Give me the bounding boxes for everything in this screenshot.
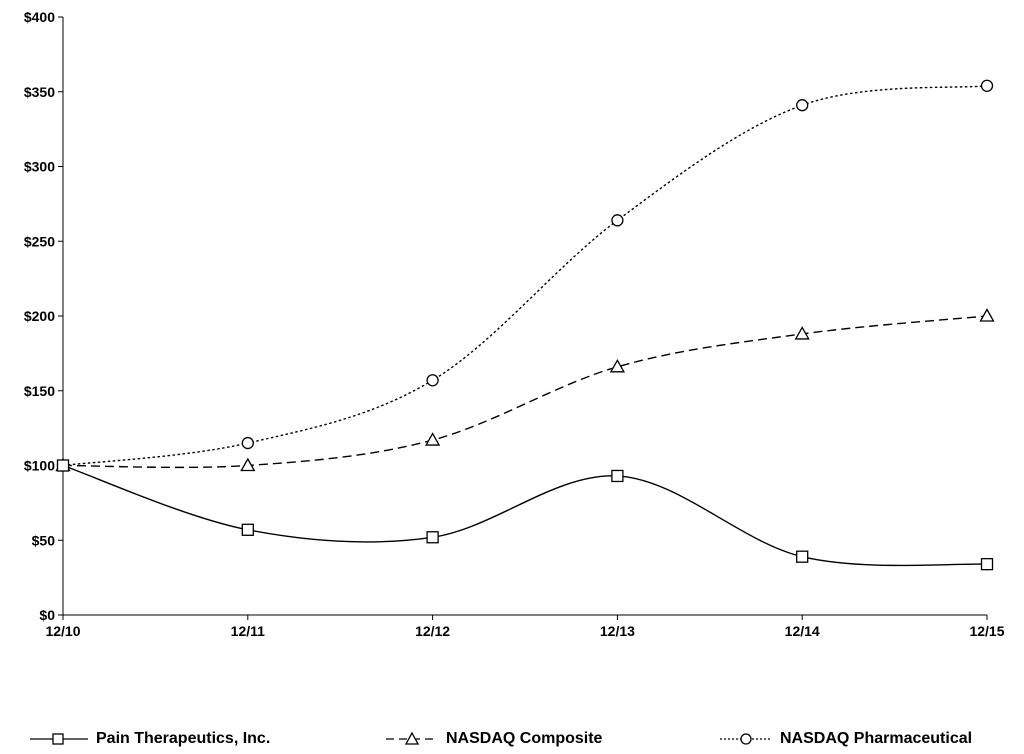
series-layer: [55, 79, 995, 571]
series-line: [62, 315, 988, 469]
square-marker: [980, 558, 994, 571]
triangle-marker: [794, 326, 810, 340]
legend-swatch-square-solid: [30, 733, 88, 745]
x-tick-label: 12/15: [969, 623, 1004, 639]
series-nasdaq-composite: [55, 308, 995, 472]
circle-marker: [980, 79, 994, 92]
x-tick-label: 12/13: [600, 623, 635, 639]
legend-label: NASDAQ Pharmaceutical: [780, 730, 973, 747]
triangle-marker: [979, 308, 995, 322]
y-tick-label: $200: [24, 308, 55, 324]
y-tick-label: $350: [24, 84, 55, 100]
triangle-marker: [609, 359, 626, 373]
y-tick-label: $50: [32, 532, 56, 548]
circle-marker: [796, 99, 809, 112]
series-line: [62, 464, 988, 567]
triangle-marker: [424, 432, 441, 446]
square-marker: [611, 469, 624, 483]
x-tick-label: 12/11: [231, 623, 265, 639]
series-line: [62, 85, 988, 467]
y-tick-label: $400: [24, 9, 55, 25]
square-marker: [241, 523, 254, 536]
legend-item-nasdaq-pharmaceutical: NASDAQ Pharmaceutical: [718, 726, 972, 752]
triangle-marker: [240, 457, 256, 472]
y-tick-label: $0: [39, 607, 55, 623]
square-marker: [796, 550, 809, 563]
legend-swatch-triangle-dashed: [386, 731, 438, 745]
x-tick-label: 12/14: [785, 623, 820, 639]
legend: Pain Therapeutics, Inc. NASDAQ Composite…: [0, 726, 1024, 754]
y-tick-label: $250: [24, 233, 55, 249]
y-tick-label: $150: [24, 383, 55, 399]
legend-swatch-circle-dotted: [720, 733, 772, 745]
y-tick-label: $300: [24, 159, 55, 175]
series-nasdaq-pharmaceutical: [56, 79, 994, 472]
square-marker: [426, 531, 439, 544]
y-tick-label: $100: [24, 458, 55, 474]
legend-item-nasdaq-composite: NASDAQ Composite: [384, 726, 602, 752]
circle-marker: [611, 214, 624, 227]
x-tick-label: 12/12: [415, 623, 450, 639]
series-pain-therapeutics-inc: [56, 459, 994, 571]
legend-item-pain-therapeutics: Pain Therapeutics, Inc.: [28, 726, 270, 752]
legend-label: Pain Therapeutics, Inc.: [96, 730, 271, 747]
circle-marker: [241, 436, 254, 450]
x-tick-label: 12/10: [45, 623, 80, 639]
legend-label: NASDAQ Composite: [446, 730, 603, 747]
circle-marker: [426, 374, 439, 387]
chart-axes: $0 $50 $100 $150 $200 $250 $300 $350 $400 12/10 12…: [24, 9, 1005, 639]
square-marker: [56, 459, 70, 472]
